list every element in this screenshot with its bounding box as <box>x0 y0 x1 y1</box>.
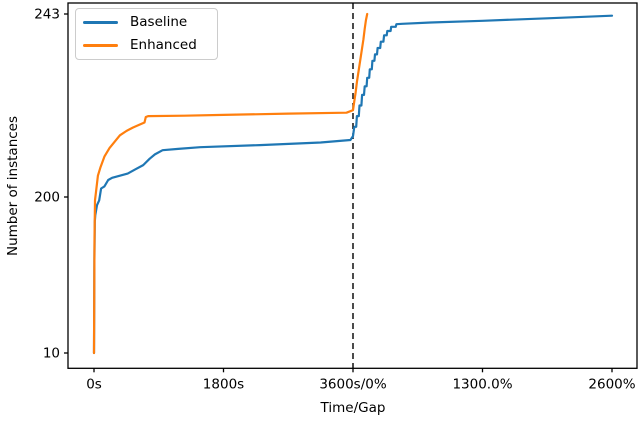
x-tick-label: 0s <box>86 376 102 392</box>
enhanced-line <box>92 12 369 355</box>
y-tick-label: 243 <box>34 7 60 23</box>
x-axis-title: Time/Gap <box>320 400 386 416</box>
x-tick-label: 1300.0% <box>452 376 512 392</box>
legend-entry-baseline: Baseline <box>76 11 217 34</box>
legend-label-enhanced: Enhanced <box>130 36 197 53</box>
baseline-line <box>92 14 614 355</box>
legend-label-baseline: Baseline <box>130 13 188 30</box>
y-tick-label: 200 <box>34 190 60 206</box>
x-tick-label: 1800s <box>203 376 244 392</box>
y-tick-label: 10 <box>43 346 60 362</box>
x-tick-label: 2600% <box>588 376 635 392</box>
baseline-line-swatch <box>83 21 118 24</box>
y-axis-title: Number of instances <box>5 115 21 257</box>
legend: Baseline Enhanced <box>75 8 218 60</box>
enhanced-line-swatch <box>83 44 118 47</box>
legend-entry-enhanced: Enhanced <box>76 34 217 57</box>
x-tick-label: 3600s/0% <box>319 376 387 392</box>
